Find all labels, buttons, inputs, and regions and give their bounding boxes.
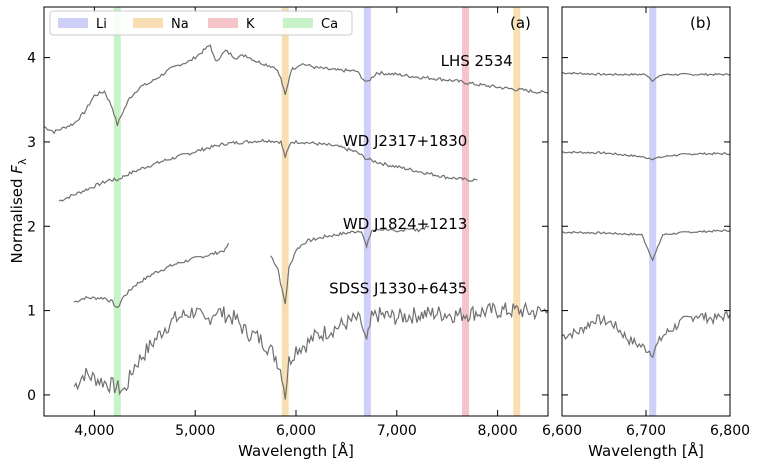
spectra-b <box>561 71 731 359</box>
y-tick-label: 0 <box>27 388 36 404</box>
x-tick-label: 6,800 <box>710 423 750 439</box>
spectrum-sdss-j1330-6435 <box>561 310 731 359</box>
spectrum-lhs-2534 <box>561 71 731 83</box>
y-tick-label: 2 <box>27 219 36 235</box>
x-tick-label: 7,000 <box>377 423 417 439</box>
absorption-bands-a <box>113 7 521 416</box>
spectrum-sdss-j1330-6435 <box>73 301 549 400</box>
ticks-a: 4,000 5,000 6,000 7,000 8,000 0 1 2 3 4 <box>27 7 548 439</box>
spectrum-wd-j1824-1213 <box>561 229 731 262</box>
spectrum-wd-j2317-1830 <box>561 150 731 161</box>
legend-swatch-na <box>133 18 163 28</box>
spectrum-wd-j2317-1830 <box>58 138 478 202</box>
y-axis-label-text: Normalised <box>8 174 26 264</box>
panel-b-label: (b) <box>690 14 711 32</box>
y-axis-label-flux: F <box>8 165 26 174</box>
y-tick-label: 4 <box>27 51 36 67</box>
series-labels-a: LHS 2534 WD J2317+1830 WD J1824+1213 SDSS J… <box>329 52 513 298</box>
band-li <box>649 7 657 416</box>
spectrum-lhs-2534 <box>43 44 549 135</box>
panel-b-xlabel: Wavelength [Å] <box>588 441 704 460</box>
panel-a-label: (a) <box>510 14 531 32</box>
x-tick-label: 4,000 <box>74 423 114 439</box>
y-tick-label: 1 <box>27 304 36 320</box>
band-na <box>281 7 289 416</box>
panel-b-frame <box>561 6 731 417</box>
panel-a-xlabel: Wavelength [Å] <box>238 441 354 460</box>
spectra-a <box>43 44 549 400</box>
band-li <box>363 7 371 416</box>
x-tick-label: 6,600 <box>542 423 582 439</box>
series-label-wd-j1824-1213: WD J1824+1213 <box>343 215 468 233</box>
band-na <box>513 7 521 416</box>
spectrum-wd-j1824-1213 <box>270 224 430 305</box>
legend-swatch-li <box>58 18 88 28</box>
x-tick-label: 6,000 <box>276 423 316 439</box>
legend-label-k: K <box>246 17 255 32</box>
legend-label-ca: Ca <box>321 17 338 32</box>
panel-b: 6,600 6,700 6,800 (b) Wavelength [Å] <box>542 6 750 460</box>
legend-label-na: Na <box>171 17 189 32</box>
absorption-bands-b <box>649 7 657 416</box>
y-axis-label-subscript: λ <box>16 158 29 165</box>
legend-swatch-ca <box>283 18 313 28</box>
x-tick-label: 5,000 <box>175 423 215 439</box>
panel-a: 4,000 5,000 6,000 7,000 8,000 0 1 2 3 4 LHS 2534 W… <box>27 6 549 460</box>
spectrum-wd-j1824-1213 <box>73 242 230 309</box>
band-ca <box>113 7 121 416</box>
legend-label-li: Li <box>96 17 107 32</box>
series-label-sdss-j1330-6435: SDSS J1330+6435 <box>329 280 467 298</box>
legend-swatch-k <box>208 18 238 28</box>
legend-box <box>49 10 353 36</box>
legend: Li Na K Ca <box>49 10 353 36</box>
series-label-lhs-2534: LHS 2534 <box>441 52 513 70</box>
series-label-wd-j2317-1830: WD J2317+1830 <box>343 132 468 150</box>
band-k <box>462 7 470 416</box>
x-tick-label: 6,700 <box>626 423 666 439</box>
ticks-b: 6,600 6,700 6,800 <box>542 7 750 439</box>
y-axis-label: Normalised Fλ <box>8 158 29 263</box>
panel-a-frame <box>43 6 549 417</box>
y-tick-label: 3 <box>27 135 36 151</box>
x-tick-label: 8,000 <box>478 423 518 439</box>
